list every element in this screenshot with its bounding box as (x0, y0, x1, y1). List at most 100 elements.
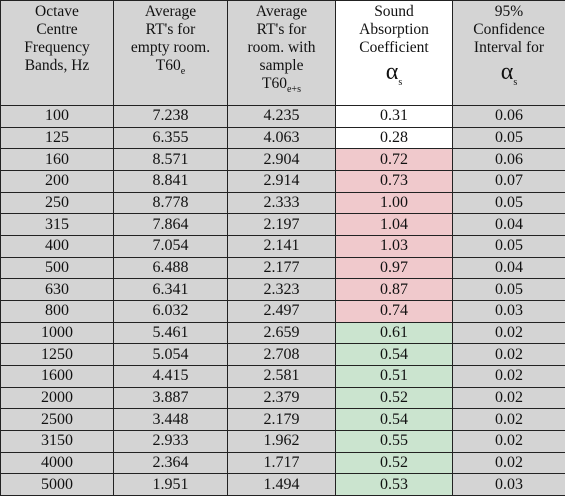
alpha-symbol: αs (385, 59, 403, 88)
cell-confidence: 0.05 (452, 126, 565, 150)
header-row: Octave Centre Frequency Bands, Hz Averag… (0, 0, 565, 106)
cell-confidence: 0.02 (452, 321, 565, 345)
cell-frequency: 100 (0, 105, 114, 128)
cell-alpha: 0.54 (335, 408, 453, 431)
cell-rt-sample: 2.659 (227, 321, 336, 345)
cell-rt-sample: 1.717 (227, 451, 336, 475)
cell-confidence: 0.05 (452, 278, 565, 301)
cell-frequency: 315 (0, 213, 114, 236)
cell-rt-sample: 2.914 (227, 169, 336, 193)
cell-frequency: 200 (0, 169, 114, 193)
table-row: 400 7.054 2.141 1.03 0.05 (0, 234, 565, 258)
cell-frequency: 3150 (0, 429, 114, 453)
table-row: 1000 5.461 2.659 0.61 0.02 (0, 321, 565, 345)
table-row: 200 8.841 2.914 0.73 0.07 (0, 169, 565, 193)
cell-alpha: 0.73 (335, 169, 453, 193)
cell-rt-sample: 4.235 (227, 105, 336, 128)
cell-frequency: 160 (0, 148, 114, 171)
cell-rt-sample: 2.177 (227, 256, 336, 280)
cell-frequency: 125 (0, 126, 114, 150)
table-body: 100 7.238 4.235 0.31 0.06 125 6.355 4.063 0.28 0.… (0, 105, 565, 496)
table-row: 250 8.778 2.333 1.00 0.05 (0, 191, 565, 215)
table-row: 5000 1.951 1.494 0.53 0.03 (0, 473, 565, 496)
cell-confidence: 0.07 (452, 169, 565, 193)
cell-frequency: 2000 (0, 386, 114, 410)
cell-alpha: 0.52 (335, 386, 453, 410)
cell-frequency: 1600 (0, 364, 114, 388)
cell-frequency: 500 (0, 256, 114, 280)
cell-rt-sample: 2.323 (227, 278, 336, 301)
cell-confidence: 0.05 (452, 234, 565, 258)
cell-frequency: 250 (0, 191, 114, 215)
alpha-symbol: αs (500, 59, 518, 88)
table-row: 160 8.571 2.904 0.72 0.06 (0, 148, 565, 171)
cell-confidence: 0.02 (452, 386, 565, 410)
header-frequency: Octave Centre Frequency Bands, Hz (0, 0, 114, 106)
cell-alpha: 0.74 (335, 299, 453, 323)
cell-rt-empty: 4.415 (113, 364, 228, 388)
cell-rt-sample: 2.333 (227, 191, 336, 215)
cell-rt-empty: 5.461 (113, 321, 228, 345)
cell-rt-empty: 6.355 (113, 126, 228, 150)
cell-rt-empty: 3.887 (113, 386, 228, 410)
cell-confidence: 0.02 (452, 429, 565, 453)
cell-alpha: 0.72 (335, 148, 453, 171)
table-row: 2500 3.448 2.179 0.54 0.02 (0, 408, 565, 431)
cell-confidence: 0.02 (452, 364, 565, 388)
cell-confidence: 0.04 (452, 256, 565, 280)
header-rt-sample: Average RT's for room. with sample T60e+… (227, 0, 336, 106)
cell-rt-empty: 7.864 (113, 213, 228, 236)
cell-frequency: 4000 (0, 451, 114, 475)
cell-alpha: 1.03 (335, 234, 453, 258)
cell-rt-empty: 7.238 (113, 105, 228, 128)
table-row: 100 7.238 4.235 0.31 0.06 (0, 105, 565, 128)
cell-rt-empty: 6.341 (113, 278, 228, 301)
table-row: 1250 5.054 2.708 0.54 0.02 (0, 343, 565, 366)
table-row: 3150 2.933 1.962 0.55 0.02 (0, 429, 565, 453)
cell-alpha: 1.04 (335, 213, 453, 236)
header-absorption-coefficient: Sound Absorption Coefficient αs (335, 0, 453, 106)
cell-confidence: 0.03 (452, 473, 565, 496)
cell-alpha: 0.97 (335, 256, 453, 280)
cell-rt-sample: 2.581 (227, 364, 336, 388)
cell-rt-empty: 7.054 (113, 234, 228, 258)
cell-rt-empty: 8.571 (113, 148, 228, 171)
cell-rt-empty: 3.448 (113, 408, 228, 431)
cell-rt-sample: 2.197 (227, 213, 336, 236)
cell-alpha: 0.52 (335, 451, 453, 475)
cell-rt-sample: 2.141 (227, 234, 336, 258)
cell-alpha: 0.31 (335, 105, 453, 128)
table-row: 2000 3.887 2.379 0.52 0.02 (0, 386, 565, 410)
cell-rt-sample: 1.494 (227, 473, 336, 496)
table-row: 315 7.864 2.197 1.04 0.04 (0, 213, 565, 236)
table-row: 125 6.355 4.063 0.28 0.05 (0, 126, 565, 150)
cell-alpha: 0.28 (335, 126, 453, 150)
table-row: 800 6.032 2.497 0.74 0.03 (0, 299, 565, 323)
cell-alpha: 0.61 (335, 321, 453, 345)
cell-rt-empty: 8.841 (113, 169, 228, 193)
cell-alpha: 0.51 (335, 364, 453, 388)
cell-confidence: 0.06 (452, 148, 565, 171)
cell-rt-sample: 2.497 (227, 299, 336, 323)
table-row: 500 6.488 2.177 0.97 0.04 (0, 256, 565, 280)
cell-alpha: 0.55 (335, 429, 453, 453)
cell-confidence: 0.02 (452, 451, 565, 475)
cell-rt-sample: 1.962 (227, 429, 336, 453)
cell-rt-empty: 8.778 (113, 191, 228, 215)
cell-rt-empty: 2.364 (113, 451, 228, 475)
cell-rt-sample: 2.904 (227, 148, 336, 171)
cell-confidence: 0.02 (452, 343, 565, 366)
cell-rt-empty: 5.054 (113, 343, 228, 366)
cell-confidence: 0.04 (452, 213, 565, 236)
cell-frequency: 5000 (0, 473, 114, 496)
cell-rt-empty: 6.032 (113, 299, 228, 323)
cell-rt-empty: 2.933 (113, 429, 228, 453)
cell-rt-sample: 2.179 (227, 408, 336, 431)
cell-frequency: 1000 (0, 321, 114, 345)
cell-rt-empty: 1.951 (113, 473, 228, 496)
cell-frequency: 630 (0, 278, 114, 301)
cell-frequency: 1250 (0, 343, 114, 366)
cell-rt-sample: 4.063 (227, 126, 336, 150)
cell-rt-sample: 2.708 (227, 343, 336, 366)
